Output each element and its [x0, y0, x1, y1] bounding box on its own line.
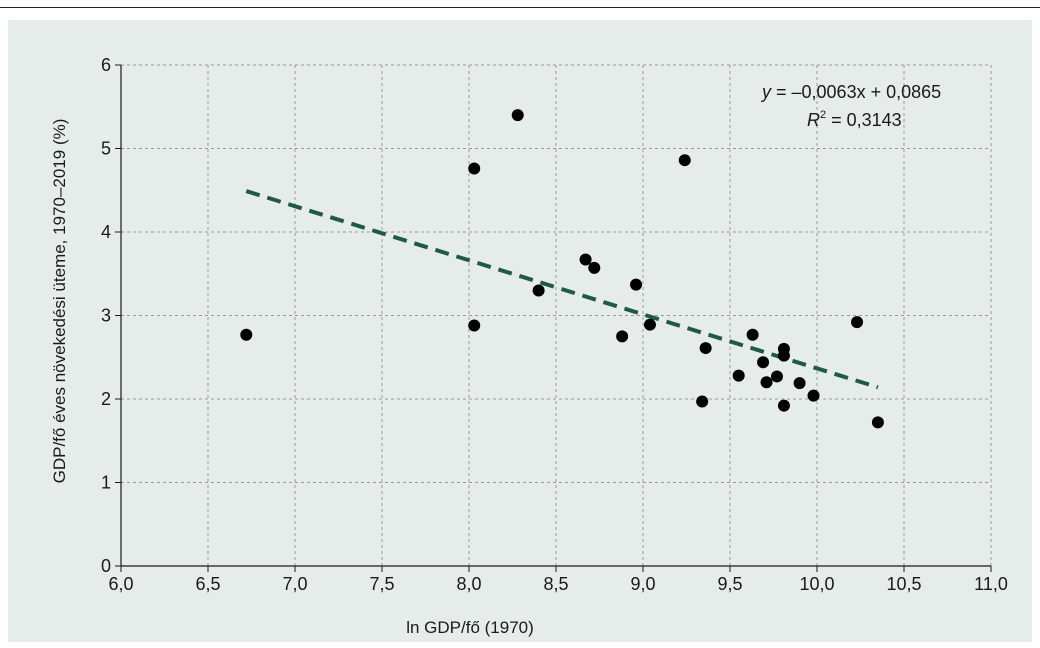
- y-tick-label: 3: [101, 306, 111, 326]
- data-point: [778, 350, 790, 362]
- data-point: [851, 316, 863, 328]
- y-tick-label: 4: [101, 222, 111, 242]
- data-point: [533, 284, 545, 296]
- data-point: [733, 370, 745, 382]
- y-tick-label: 6: [101, 55, 111, 75]
- x-tick-label: 10,5: [886, 574, 921, 594]
- data-point: [757, 356, 769, 368]
- x-tick-label: 7,0: [282, 574, 307, 594]
- data-point: [512, 109, 524, 121]
- data-point: [771, 370, 783, 382]
- data-point: [630, 279, 642, 291]
- x-tick-label: 7,5: [369, 574, 394, 594]
- data-points: [240, 109, 884, 428]
- x-tick-label: 6,0: [108, 574, 133, 594]
- y-tick-label: 0: [101, 556, 111, 576]
- x-tick-label: 9,5: [717, 574, 742, 594]
- regression-equation: y = –0,0063x + 0,0865: [760, 82, 941, 102]
- y-tick-label: 1: [101, 473, 111, 493]
- grid: [121, 65, 991, 566]
- y-tick-label: 5: [101, 139, 111, 159]
- y-axis-label: GDP/fő éves növekedési üteme, 1970–2019 …: [50, 119, 69, 484]
- x-tick-label: 10,0: [799, 574, 834, 594]
- data-point: [872, 416, 884, 428]
- data-point: [794, 377, 806, 389]
- y-tick-labels: 0 1 2 3 4 5 6: [101, 55, 111, 576]
- data-point: [808, 390, 820, 402]
- data-point: [761, 376, 773, 388]
- y-tick-label: 2: [101, 389, 111, 409]
- x-tick-labels: 6,0 6,5 7,0 7,5 8,0 8,5 9,0 9,5 10,0 10,5 11,0: [108, 574, 1007, 594]
- data-point: [588, 262, 600, 274]
- x-tick-label: 6,5: [195, 574, 220, 594]
- scatter-chart: 6,0 6,5 7,0 7,5 8,0 8,5 9,0 9,5 10,0 10,5 11,0 0 1 2…: [8, 20, 1032, 642]
- data-point: [240, 329, 252, 341]
- data-point: [747, 329, 759, 341]
- x-axis-label: ln GDP/fő (1970): [406, 618, 534, 637]
- data-point: [644, 319, 656, 331]
- chart-panel: 6,0 6,5 7,0 7,5 8,0 8,5 9,0 9,5 10,0 10,5 11,0 0 1 2…: [8, 20, 1032, 642]
- data-point: [468, 163, 480, 175]
- data-point: [616, 330, 628, 342]
- data-point: [696, 396, 708, 408]
- x-tick-label: 8,5: [543, 574, 568, 594]
- data-point: [468, 320, 480, 332]
- data-point: [679, 154, 691, 166]
- r-letter: R: [807, 110, 820, 130]
- data-point: [700, 342, 712, 354]
- eq-rest: = –0,0063x + 0,0865: [771, 82, 941, 102]
- x-tick-label: 11,0: [974, 574, 1008, 594]
- r-rest: = 0,3143: [826, 110, 902, 130]
- x-tick-label: 9,0: [630, 574, 655, 594]
- data-point: [580, 254, 592, 266]
- r-squared: R2 = 0,3143: [807, 109, 902, 130]
- data-point: [778, 400, 790, 412]
- top-rule: [0, 7, 1040, 8]
- x-tick-label: 8,0: [456, 574, 481, 594]
